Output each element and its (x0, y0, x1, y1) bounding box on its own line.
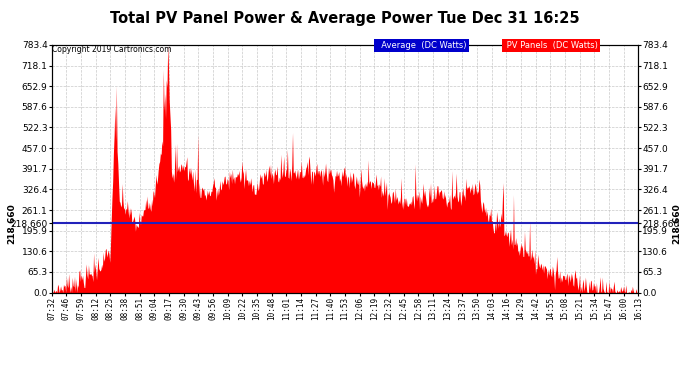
Text: Total PV Panel Power & Average Power Tue Dec 31 16:25: Total PV Panel Power & Average Power Tue… (110, 11, 580, 26)
Text: Copyright 2019 Cartronics.com: Copyright 2019 Cartronics.com (52, 45, 171, 54)
Text: 218.660: 218.660 (8, 203, 17, 244)
Text: Average  (DC Watts): Average (DC Watts) (376, 41, 466, 50)
Text: PV Panels  (DC Watts): PV Panels (DC Watts) (504, 41, 598, 50)
Text: 218.660: 218.660 (672, 203, 681, 244)
